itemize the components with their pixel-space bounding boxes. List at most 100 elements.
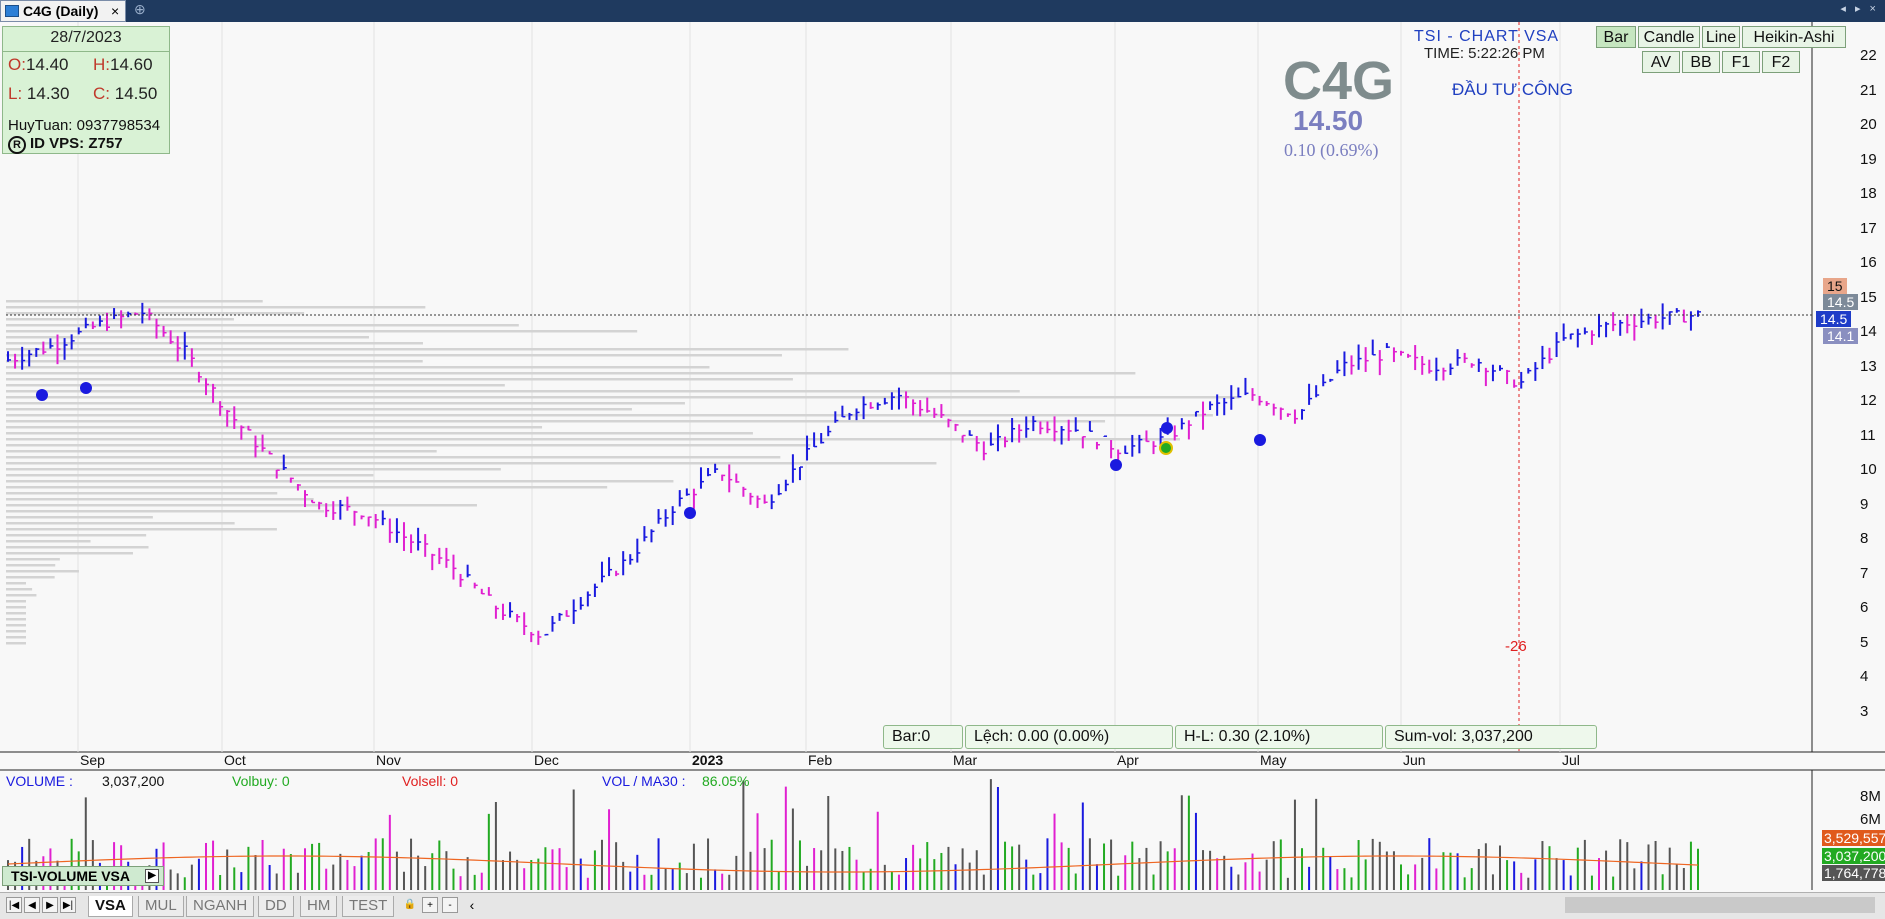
volume-profile-bar bbox=[6, 510, 325, 513]
tab-nganh[interactable]: NGANH bbox=[186, 896, 255, 917]
volume-profile-bar bbox=[6, 576, 55, 579]
sum-volume-box: Sum-vol: 3,037,200 bbox=[1385, 725, 1597, 749]
volume-profile-bar bbox=[6, 540, 91, 543]
tab-dd[interactable]: DD bbox=[258, 896, 294, 917]
signal-marker bbox=[80, 382, 92, 394]
volume-profile-bar bbox=[6, 432, 753, 435]
vol-ma-value: 86.05% bbox=[702, 773, 750, 789]
time-axis-tick: Feb bbox=[808, 752, 833, 768]
tab-test[interactable]: TEST bbox=[342, 896, 395, 917]
bb-button[interactable]: BB bbox=[1682, 51, 1720, 73]
volume-profile-bar bbox=[6, 558, 60, 561]
bar-mode-button[interactable]: Bar bbox=[1596, 26, 1636, 48]
vol-current-tag: 3,037,200 bbox=[1822, 848, 1885, 864]
signal-marker bbox=[1161, 422, 1173, 434]
add-sheet-icon[interactable]: + bbox=[422, 897, 438, 913]
volume-axis-6m: 6M bbox=[1860, 811, 1881, 828]
volsell-label: Volsell: 0 bbox=[402, 773, 459, 789]
tab-hm[interactable]: HM bbox=[300, 896, 338, 917]
ticker-symbol: C4G bbox=[1283, 51, 1395, 111]
volume-profile-bar bbox=[6, 342, 423, 345]
price-volume-chart bbox=[0, 22, 1885, 890]
price-axis-tick: 7 bbox=[1860, 564, 1869, 582]
first-sheet-button[interactable]: |◀ bbox=[6, 897, 22, 913]
volume-profile-bar bbox=[6, 462, 937, 465]
chart-brand: TSI - CHART VSA bbox=[1414, 28, 1560, 45]
volume-profile-bar bbox=[6, 312, 305, 315]
volume-profile-bar bbox=[6, 594, 37, 597]
window-nav-icons[interactable]: ◂ ▸ × bbox=[1840, 3, 1879, 15]
vol-ma-tag: 3,529,557 bbox=[1822, 830, 1885, 846]
price-axis-tick: 4 bbox=[1860, 668, 1869, 686]
tab-vsa[interactable]: VSA bbox=[88, 896, 133, 917]
price-axis-tick: 15 bbox=[1860, 288, 1877, 306]
prev-sheet-button[interactable]: ◀ bbox=[24, 897, 40, 913]
sector-label: ĐẦU TƯ CÔNG bbox=[1452, 80, 1573, 99]
volume-profile-bar bbox=[6, 606, 26, 609]
volbuy-label: Volbuy: 0 bbox=[232, 773, 290, 789]
volume-ma-line bbox=[7, 855, 1699, 873]
close-value: C: 14.50 bbox=[93, 84, 158, 103]
price-axis-tick: 18 bbox=[1860, 185, 1877, 203]
volume-profile-bar bbox=[6, 498, 314, 501]
volume-profile-bar bbox=[6, 420, 1106, 423]
price-axis-tick: 12 bbox=[1860, 392, 1877, 410]
volume-profile-bar bbox=[6, 414, 1213, 417]
price-axis-tick: 21 bbox=[1860, 81, 1877, 99]
volume-profile-bar bbox=[6, 330, 638, 333]
volume-profile-bar bbox=[6, 624, 26, 627]
volume-profile-bar bbox=[6, 636, 26, 639]
time-axis-tick: Oct bbox=[224, 752, 246, 768]
price-tag-current: 14.5 bbox=[1816, 311, 1852, 327]
ohlc-info-box: 28/7/2023 O:14.40 H:14.60 L: 14.30 C: 14… bbox=[2, 26, 170, 154]
document-tab[interactable]: C4G (Daily) × bbox=[0, 0, 126, 22]
volume-profile-bar bbox=[6, 474, 374, 477]
scroll-left-icon[interactable]: ‹ bbox=[469, 897, 475, 913]
close-icon[interactable]: × bbox=[111, 3, 120, 19]
remove-sheet-icon[interactable]: - bbox=[442, 897, 458, 913]
time-axis-tick: 2023 bbox=[692, 752, 724, 768]
price-axis-tick: 10 bbox=[1860, 461, 1877, 479]
sheet-bar: |◀ ◀ ▶ ▶| VSA MUL NGANH DD HM TEST 🔒 + -… bbox=[0, 892, 1885, 919]
volume-profile-bar bbox=[6, 588, 33, 591]
high-low-box: H-L: 0.30 (2.10%) bbox=[1175, 725, 1383, 749]
volume-profile-bar bbox=[6, 408, 632, 411]
volume-profile-bar bbox=[6, 450, 437, 453]
next-sheet-button[interactable]: ▶ bbox=[42, 897, 58, 913]
av-button[interactable]: AV bbox=[1642, 51, 1680, 73]
tab-mul[interactable]: MUL bbox=[138, 896, 184, 917]
price-change: 0.10 (0.69%) bbox=[1284, 140, 1379, 160]
candle-mode-button[interactable]: Candle bbox=[1638, 26, 1700, 48]
price-axis-tick: 19 bbox=[1860, 150, 1877, 168]
volume-profile-bar bbox=[6, 456, 781, 459]
volume-profile-bar bbox=[6, 642, 26, 645]
lock-icon[interactable]: 🔒 bbox=[403, 899, 417, 910]
volume-profile-bar bbox=[6, 306, 426, 309]
play-icon[interactable]: ▶ bbox=[145, 869, 159, 883]
line-mode-button[interactable]: Line bbox=[1702, 26, 1740, 48]
price-axis-tick: 20 bbox=[1860, 116, 1877, 134]
price-axis-tick: 5 bbox=[1860, 633, 1869, 651]
volume-profile-bar bbox=[6, 366, 710, 369]
volume-profile-bar bbox=[6, 384, 505, 387]
indicator-selector[interactable]: TSI-VOLUME VSA ▶ bbox=[2, 866, 164, 886]
time-axis-tick: Mar bbox=[953, 752, 978, 768]
horizontal-scrollbar[interactable] bbox=[1565, 897, 1875, 913]
time-axis-tick: Nov bbox=[376, 752, 401, 768]
heikin-ashi-button[interactable]: Heikin-Ashi bbox=[1742, 26, 1846, 48]
last-sheet-button[interactable]: ▶| bbox=[60, 897, 76, 913]
f1-button[interactable]: F1 bbox=[1722, 51, 1760, 73]
volume-profile-bar bbox=[6, 378, 793, 381]
volume-profile-bar bbox=[6, 324, 519, 327]
signal-marker bbox=[1254, 434, 1266, 446]
volume-profile-bar bbox=[6, 348, 849, 351]
pin-icon[interactable]: ⊕ bbox=[134, 1, 146, 17]
vps-id: R ID VPS: Z757 bbox=[8, 135, 123, 154]
signal-marker bbox=[684, 507, 696, 519]
volume-profile-bar bbox=[6, 546, 149, 549]
f2-button[interactable]: F2 bbox=[1762, 51, 1800, 73]
deviation-box: Lệch: 0.00 (0.00%) bbox=[965, 725, 1173, 749]
marker-label: -26 bbox=[1505, 638, 1527, 655]
bar-index-box: Bar:0 bbox=[883, 725, 963, 749]
volume-profile-bar bbox=[6, 354, 782, 357]
